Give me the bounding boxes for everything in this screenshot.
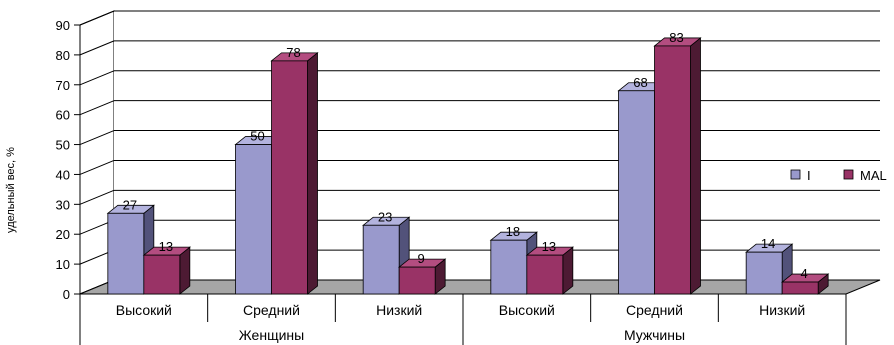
bar <box>143 254 181 295</box>
bar <box>618 90 655 295</box>
bar <box>398 266 436 295</box>
legend-swatch <box>790 169 801 180</box>
y-tick-label: 20 <box>56 227 70 242</box>
gridline-diagonal <box>79 189 115 205</box>
bar <box>526 254 564 295</box>
data-labels: 27 13 50 78 23 9 18 13 68 83 14 4 <box>123 30 808 281</box>
y-tick-label: 80 <box>56 48 70 63</box>
y-tick-label: 40 <box>56 167 70 182</box>
y-tick-label: 90 <box>56 18 70 33</box>
x-category-label: Высокий <box>499 302 555 318</box>
gridline-diagonal <box>79 10 115 26</box>
data-label: 78 <box>286 45 300 60</box>
bar-side <box>690 37 701 295</box>
bar <box>490 239 528 295</box>
gridline-diagonal <box>79 70 115 86</box>
x-category-label: Низкий <box>759 302 805 318</box>
x-axis: Высокий Средний Низкий Высокий Средний Низкий… <box>79 294 847 345</box>
data-label: 50 <box>250 129 264 144</box>
y-tick-label: 10 <box>56 257 70 272</box>
data-label: 68 <box>633 75 647 90</box>
bar <box>107 212 145 295</box>
y-tick-label: 60 <box>56 108 70 123</box>
gridline-diagonal <box>79 40 115 56</box>
bar-side <box>307 52 318 295</box>
gridline-diagonal <box>79 159 115 175</box>
legend: I MAL <box>790 168 887 183</box>
bar <box>235 144 272 295</box>
gridline-diagonal <box>79 130 115 146</box>
x-category-label: Низкий <box>376 302 422 318</box>
legend-label: MAL <box>860 168 887 183</box>
legend-label: I <box>807 168 811 183</box>
bar <box>271 60 308 295</box>
data-label: 13 <box>159 239 173 254</box>
gridline-diagonal <box>79 100 115 116</box>
x-category-label: Средний <box>626 302 683 318</box>
x-category-label: Средний <box>243 302 300 318</box>
data-label: 4 <box>801 266 808 281</box>
data-label: 18 <box>506 224 520 239</box>
legend-swatch <box>843 169 854 180</box>
y-axis-label: удельный вес, % <box>5 147 17 233</box>
y-tick-label: 70 <box>56 78 70 93</box>
y-tick-label: 50 <box>56 138 70 153</box>
data-label: 13 <box>542 239 556 254</box>
y-axis: 0 10 20 30 40 50 60 70 80 90 <box>56 18 81 302</box>
bars <box>106 37 830 295</box>
x-group-label: Мужчины <box>624 327 685 343</box>
x-category-label: Высокий <box>116 302 172 318</box>
data-label: 14 <box>761 236 775 251</box>
bar <box>781 281 819 295</box>
x-group-label: Женщины <box>239 327 304 343</box>
data-label: 23 <box>378 209 392 224</box>
y-tick-label: 0 <box>63 287 70 302</box>
data-label: 83 <box>669 30 683 45</box>
bar <box>362 224 400 295</box>
bar <box>654 45 691 295</box>
data-label: 27 <box>123 197 137 212</box>
bar <box>745 251 783 295</box>
data-label: 9 <box>418 251 425 266</box>
y-tick-label: 30 <box>56 197 70 212</box>
